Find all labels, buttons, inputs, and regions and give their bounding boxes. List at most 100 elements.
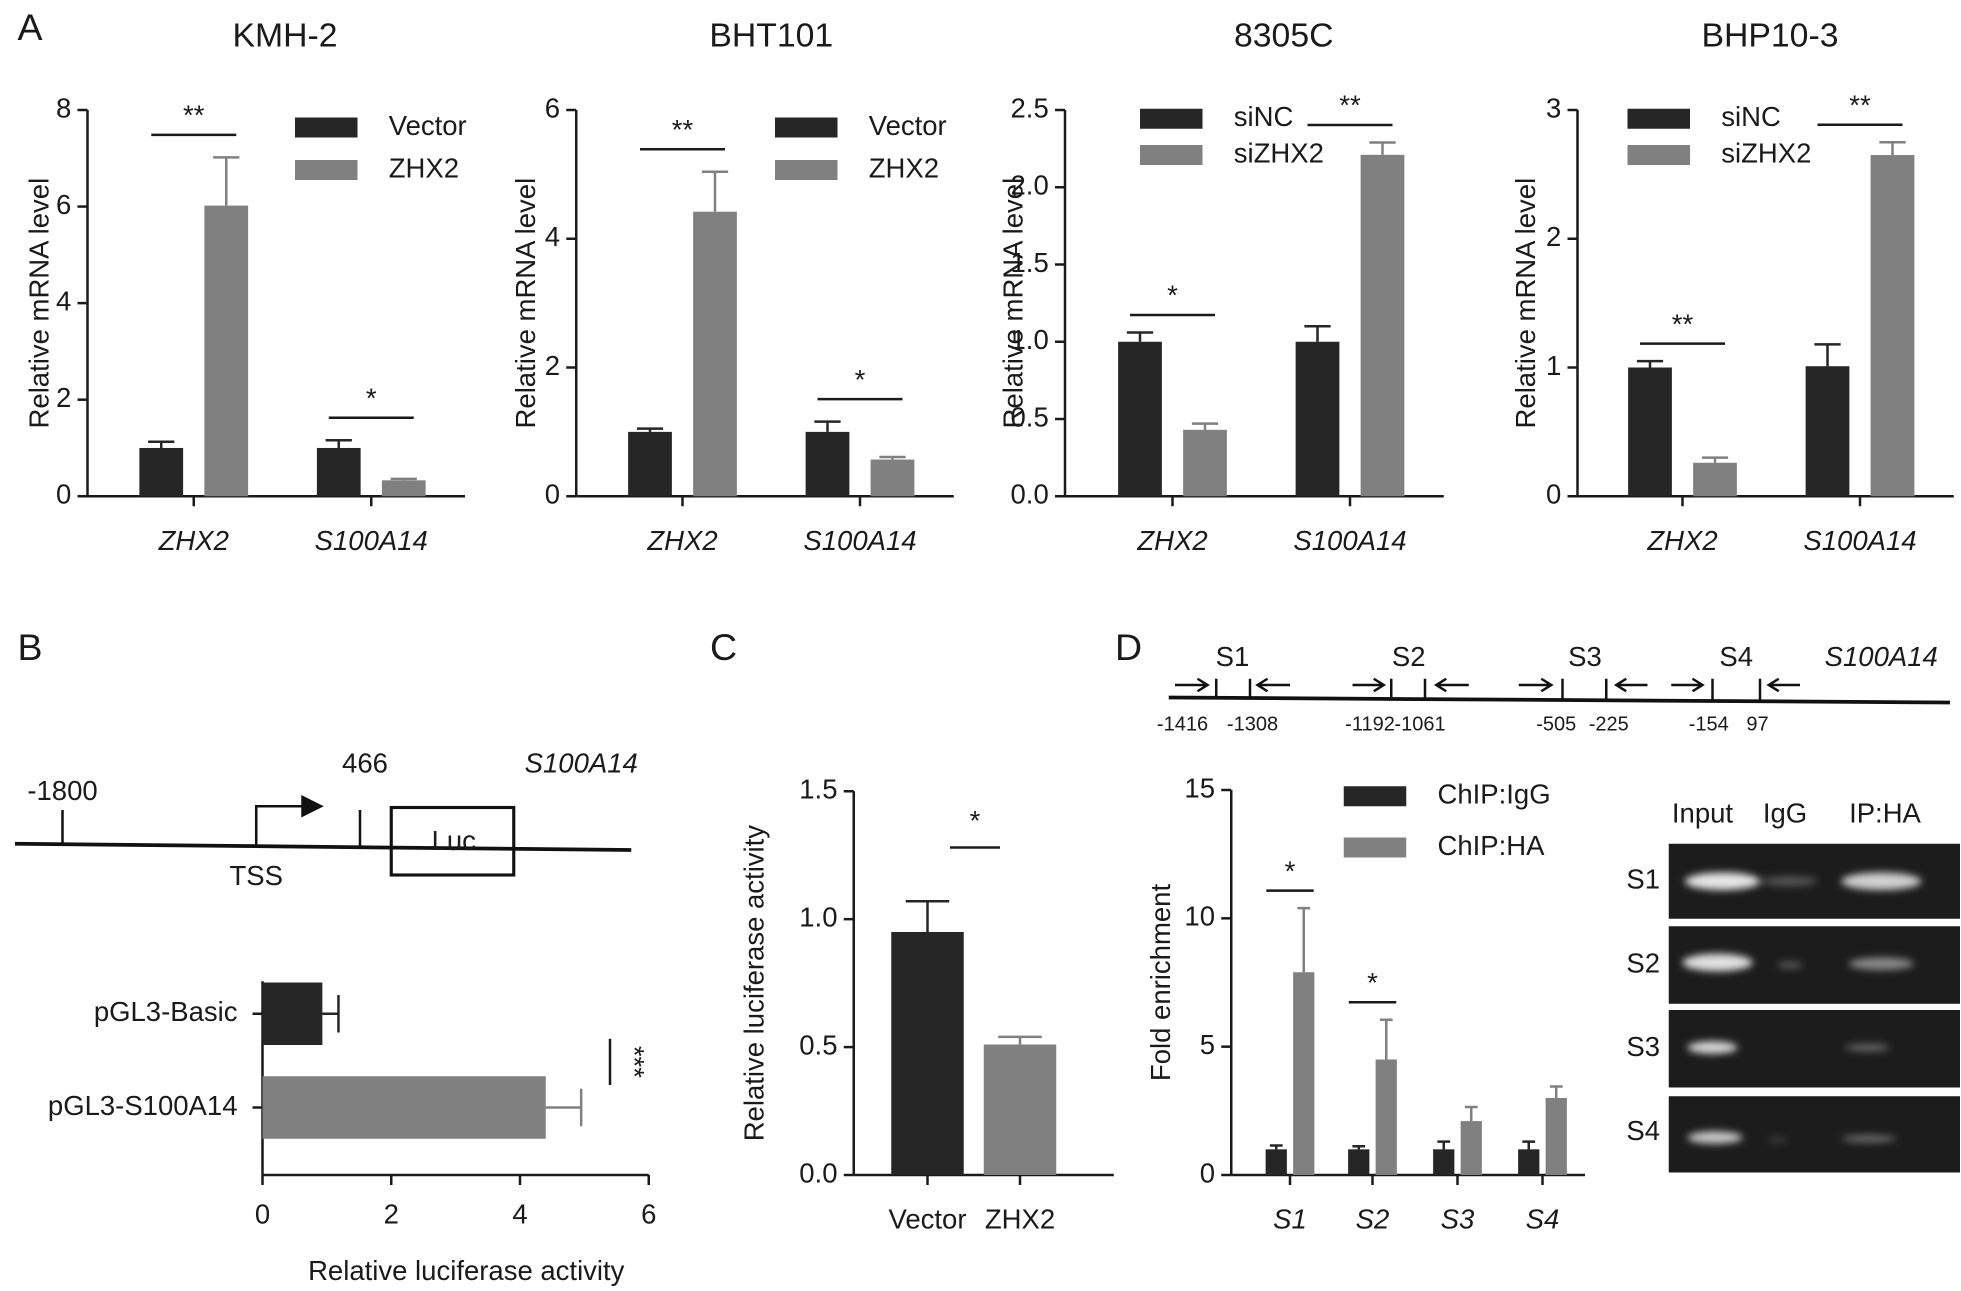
error-bar	[1297, 906, 1311, 973]
bar	[628, 431, 672, 497]
y-tick-label: 1	[1546, 350, 1561, 381]
position-label: -154	[1689, 713, 1729, 735]
y-tick-label: 0.5	[799, 1029, 837, 1060]
y-tick-label: 1.0	[799, 901, 837, 932]
legend-swatch	[1343, 786, 1407, 807]
significance-label: *	[366, 383, 377, 414]
y-tick-label: 1.5	[799, 774, 837, 805]
legend-swatch	[1343, 837, 1407, 858]
bar	[1805, 366, 1850, 497]
error-bar	[213, 156, 240, 206]
y-axis-label: Relative mRNA level	[24, 178, 55, 429]
x-tick-label: S100A14	[803, 525, 916, 556]
bar	[1118, 341, 1162, 497]
x-tick-label: ZHX2	[158, 525, 229, 556]
error-bar	[701, 170, 729, 212]
error-bar	[1126, 331, 1154, 342]
bar	[262, 982, 323, 1045]
y-tick-label: 5	[1200, 1029, 1215, 1060]
x-tick-label: S100A14	[1803, 525, 1916, 556]
y-tick-label: 8	[56, 92, 71, 123]
position-label: -1061	[1394, 713, 1445, 735]
significance-label: **	[183, 100, 205, 131]
y-tick-label: 4	[545, 221, 560, 252]
significance-label: *	[1285, 855, 1296, 886]
legend-swatch	[775, 117, 838, 138]
promoter-diagram	[14, 794, 632, 877]
position-label: 466	[342, 747, 388, 778]
y-tick-label: 4	[56, 285, 71, 316]
panel-label: A	[18, 6, 43, 48]
error-bar	[1369, 141, 1396, 155]
y-tick-label: 0.5	[1011, 401, 1049, 432]
x-tick-label: S2	[1356, 1204, 1390, 1235]
legend-swatch	[1140, 108, 1203, 129]
tss-arrowhead	[301, 794, 324, 818]
x-tick-label: Vector	[889, 1204, 967, 1235]
error-bar	[390, 477, 417, 481]
x-tick-label: 2	[384, 1199, 399, 1230]
error-bar	[1464, 1105, 1478, 1122]
y-tick-label: 15	[1184, 772, 1215, 803]
bar	[1375, 1059, 1397, 1175]
bar	[805, 431, 850, 497]
gel-column-label: IP:HA	[1849, 797, 1921, 828]
y-axis-label: Relative mRNA level	[997, 178, 1028, 429]
chart-title: BHP10-3	[1702, 16, 1839, 54]
error-bar	[1304, 325, 1331, 342]
error-bar	[1191, 422, 1219, 430]
y-tick-label: pGL3-Basic	[94, 996, 238, 1027]
y-tick-label: 0	[1200, 1157, 1215, 1188]
chip-diagram	[1168, 677, 1951, 705]
bar	[1348, 1149, 1370, 1175]
bar	[204, 205, 249, 497]
x-tick-label: S3	[1441, 1204, 1475, 1235]
gene-label: S100A14	[1825, 641, 1938, 672]
x-tick-label: S100A14	[315, 525, 428, 556]
promoter-line	[1168, 695, 1951, 705]
chart-title: KMH-2	[232, 16, 337, 54]
bar	[139, 447, 184, 497]
panel-label: B	[18, 626, 43, 668]
y-tick-label: 2	[56, 382, 71, 413]
bar	[870, 459, 915, 497]
error-bar	[879, 455, 906, 460]
y-axis-label: Relative mRNA level	[1510, 178, 1541, 429]
bar	[316, 447, 361, 497]
promoter-line	[14, 841, 632, 852]
error-bar	[325, 438, 352, 448]
bar	[1460, 1121, 1482, 1175]
bar	[1360, 154, 1405, 497]
y-tick-label: 0	[1546, 479, 1561, 510]
gel-column-label: Input	[1672, 797, 1734, 828]
error-bar	[1437, 1140, 1451, 1150]
tss-label: TSS	[230, 860, 283, 891]
y-tick-label: 2.5	[1011, 92, 1049, 123]
bar	[1183, 429, 1227, 497]
legend-label: ZHX2	[869, 152, 939, 183]
position-label: 97	[1746, 713, 1768, 735]
significance-label: **	[1672, 308, 1694, 339]
gene-label: S100A14	[525, 747, 638, 778]
legend-label: ChIP:IgG	[1438, 779, 1551, 810]
error-bar	[1549, 1085, 1563, 1098]
x-tick-label: ZHX2	[646, 525, 717, 556]
legend-label: Vector	[389, 110, 467, 141]
significance-label: **	[1849, 89, 1871, 120]
gel	[1668, 843, 1960, 1173]
bar	[1295, 341, 1340, 497]
legend-swatch	[295, 160, 358, 180]
position-label: -1800	[27, 775, 97, 806]
y-axis-label: Relative luciferase activity	[739, 825, 770, 1142]
y-tick-label: 10	[1184, 901, 1215, 932]
error-bar	[1636, 359, 1664, 368]
y-tick-label: 0.0	[1011, 479, 1049, 510]
position-label: -225	[1589, 713, 1629, 735]
site-label: S4	[1719, 641, 1753, 672]
bar	[1628, 367, 1672, 497]
error-bar	[1522, 1140, 1536, 1150]
significance-label: **	[672, 114, 694, 145]
gel-column-label: IgG	[1763, 797, 1807, 828]
